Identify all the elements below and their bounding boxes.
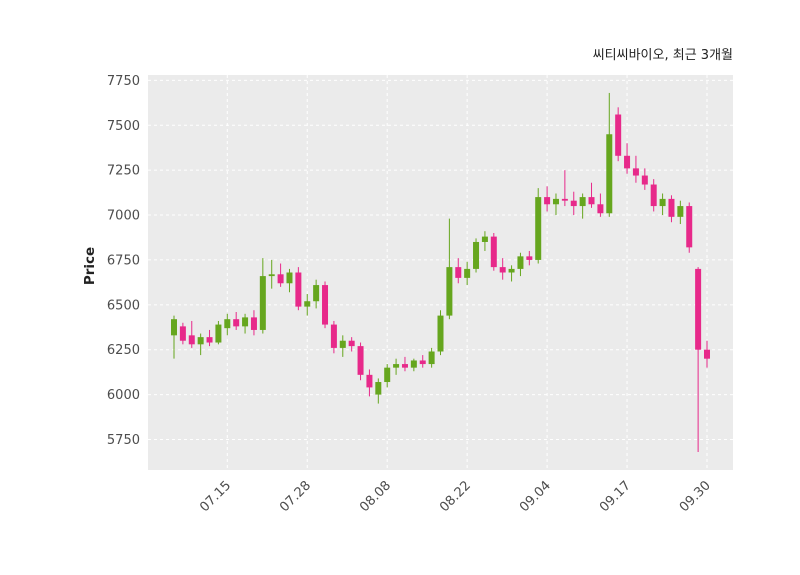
x-tick-label: 09.17: [597, 478, 634, 515]
candle-body: [446, 267, 453, 316]
candle-body: [304, 301, 311, 307]
candle-body: [624, 155, 631, 169]
candle-body: [641, 175, 648, 185]
candle-body: [464, 268, 471, 278]
candle-body: [179, 326, 186, 341]
candle-body: [428, 351, 435, 365]
candle-body: [410, 360, 417, 368]
candle-body: [561, 198, 568, 201]
candle-body: [277, 274, 284, 284]
candle-body: [375, 382, 382, 395]
y-tick-label: 6500: [107, 298, 140, 313]
chart-title: 씨티씨바이오, 최근 3개월: [592, 48, 733, 63]
candle-body: [659, 198, 666, 207]
x-tick-label: 09.30: [677, 478, 714, 515]
candle-body: [233, 319, 240, 327]
candle-body: [171, 319, 177, 336]
candle-body: [250, 317, 257, 330]
x-tick-label: 07.28: [277, 478, 314, 515]
candle-body: [490, 236, 497, 268]
y-tick-label: 6750: [107, 253, 140, 268]
candle-body: [188, 335, 195, 345]
y-tick-label: 6250: [107, 343, 140, 358]
y-tick-label: 7750: [107, 74, 140, 89]
candle-body: [677, 206, 684, 217]
candle-body: [330, 324, 337, 348]
candle-body: [286, 272, 293, 284]
y-tick-label: 7250: [107, 164, 140, 179]
candle-body: [401, 364, 408, 368]
candle-body: [499, 267, 506, 273]
candle-body: [384, 367, 391, 383]
candle-body: [570, 200, 577, 207]
candle-body: [695, 268, 702, 350]
y-tick-label: 7500: [107, 119, 140, 134]
candle-body: [632, 168, 639, 176]
candle-body: [295, 272, 302, 307]
candle-body: [197, 337, 204, 345]
candle-body: [322, 285, 329, 325]
candle-body: [339, 340, 346, 348]
candle-body: [419, 360, 426, 365]
candle-body: [650, 184, 657, 207]
x-tick-label: 09.04: [517, 478, 554, 515]
candle-body: [552, 198, 559, 205]
plot-panel: [148, 75, 733, 470]
candle-body: [206, 337, 213, 343]
candle-body: [455, 267, 462, 278]
candle-body: [313, 285, 320, 302]
candle-body: [508, 268, 515, 273]
y-tick-label: 6000: [107, 388, 140, 403]
candle-body: [668, 198, 675, 217]
x-tick-label: 08.22: [437, 478, 474, 515]
candle-body: [579, 197, 586, 207]
candle-body: [242, 317, 249, 327]
candle-body: [215, 324, 222, 343]
y-tick-label: 5750: [107, 433, 140, 448]
candle-body: [517, 256, 524, 269]
y-axis-title: Price: [82, 246, 98, 286]
candle-body: [588, 197, 595, 205]
candle-body: [473, 241, 480, 269]
candle-body: [615, 114, 622, 156]
candle-body: [704, 349, 710, 359]
candle-body: [268, 274, 275, 277]
candle-body: [224, 319, 231, 329]
candle-body: [481, 236, 488, 242]
candle-body: [357, 346, 364, 375]
candle-body: [366, 374, 373, 388]
candle-body: [535, 197, 542, 260]
candle-body: [437, 315, 444, 352]
y-tick-label: 7000: [107, 209, 140, 224]
candle-body: [526, 256, 533, 260]
x-tick-label: 08.08: [357, 478, 394, 515]
candle-body: [606, 134, 613, 214]
x-tick-label: 07.15: [197, 478, 234, 515]
candle-body: [544, 197, 551, 205]
candle-body: [348, 340, 355, 347]
candle-body: [597, 204, 604, 214]
candle-body: [259, 276, 266, 330]
candle-body: [393, 364, 400, 368]
candle-body: [686, 206, 693, 248]
